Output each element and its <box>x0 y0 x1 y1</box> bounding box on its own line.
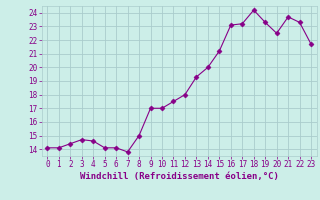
X-axis label: Windchill (Refroidissement éolien,°C): Windchill (Refroidissement éolien,°C) <box>80 172 279 181</box>
